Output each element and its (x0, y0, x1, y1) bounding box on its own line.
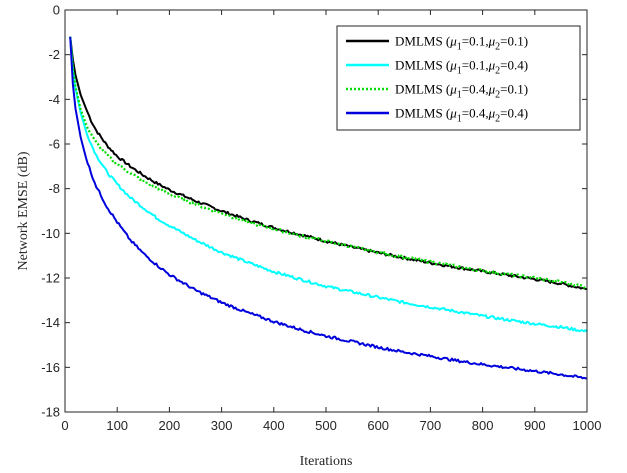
y-tick-label: -8 (48, 181, 60, 196)
series-line-4 (69, 36, 588, 380)
series-line-3 (69, 36, 588, 289)
legend-label-1: DMLMS (μ1=0.1,μ2=0.1) (395, 34, 528, 53)
y-tick-label: 0 (53, 3, 60, 18)
axes-layer: 0 100 200 300 400 500 600 700 800 900 1000 0 -2 -4 -6 -… (41, 3, 601, 434)
legend-label-4: DMLMS (μ1=0.4,μ2=0.4) (395, 106, 528, 125)
x-axis-title: Iterations (300, 454, 353, 469)
y-tick-label: -14 (41, 315, 60, 330)
x-tick-label: 500 (315, 418, 337, 433)
series-layer (69, 36, 588, 380)
y-tick-label: -2 (48, 47, 60, 62)
legend-label-3: DMLMS (μ1=0.4,μ2=0.1) (395, 82, 528, 101)
series-line-2 (69, 36, 588, 333)
y-axis-title: Network EMSE (dB) (16, 151, 31, 270)
y-tick-label: -16 (41, 360, 60, 375)
legend-label-2: DMLMS (μ1=0.1,μ2=0.4) (395, 58, 528, 77)
y-tick-label: -4 (48, 92, 60, 107)
x-tick-label: 100 (106, 418, 128, 433)
x-tick-label: 200 (159, 418, 181, 433)
x-tick-label: 1000 (573, 418, 602, 433)
x-tick-label: 800 (472, 418, 494, 433)
legend: DMLMS (μ1=0.1,μ2=0.1) DMLMS (μ1=0.1,μ2=0.… (336, 25, 581, 131)
x-tick-label: 900 (524, 418, 546, 433)
y-tick-label: -18 (41, 405, 60, 420)
x-tick-label: 400 (263, 418, 285, 433)
y-tick-label: -6 (48, 137, 60, 152)
y-tick-label: -10 (41, 226, 60, 241)
x-tick-label: 600 (367, 418, 389, 433)
y-tick-label: -12 (41, 271, 60, 286)
x-tick-label: 300 (211, 418, 233, 433)
x-tick-label: 700 (420, 418, 442, 433)
x-tick-label: 0 (61, 418, 68, 433)
